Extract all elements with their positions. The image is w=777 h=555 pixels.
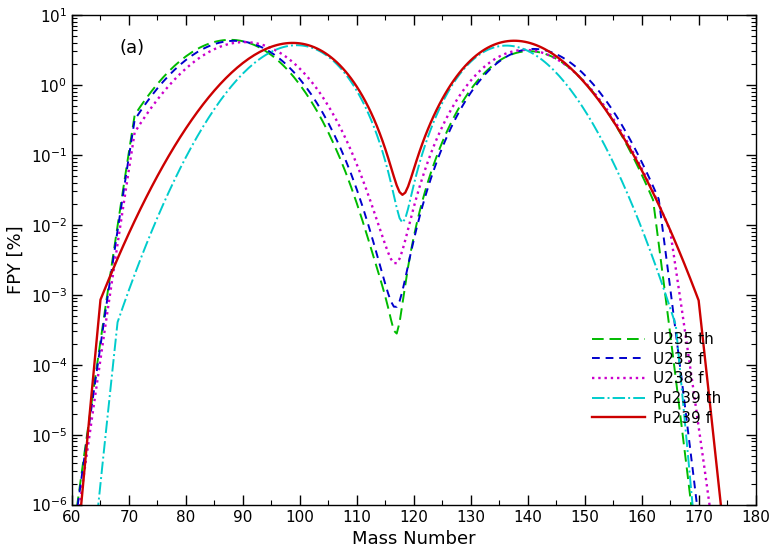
Pu239 f	[312, 45, 322, 52]
U235 f	[90, 381, 99, 388]
U238 f	[458, 88, 467, 95]
Y-axis label: FPY [%]: FPY [%]	[7, 225, 25, 294]
Pu239 f	[90, 356, 99, 363]
U235 f	[427, 175, 436, 182]
Pu239 th	[458, 68, 467, 74]
X-axis label: Mass Number: Mass Number	[352, 530, 476, 548]
U235 f	[230, 38, 239, 44]
Pu239 f	[432, 107, 441, 113]
U235 th	[427, 169, 436, 176]
U235 th	[435, 146, 444, 153]
U238 f	[526, 47, 535, 53]
Line: U238 f: U238 f	[72, 42, 758, 555]
Line: U235 th: U235 th	[72, 40, 758, 555]
U238 f	[427, 150, 436, 157]
Pu239 f	[455, 69, 464, 76]
U238 f	[239, 39, 248, 46]
Pu239 th	[292, 42, 301, 48]
U235 th	[227, 37, 236, 43]
U235 f	[526, 46, 535, 52]
U235 f	[68, 543, 77, 549]
Pu239 th	[315, 48, 325, 54]
Legend: U235 th, U235 f, U238 f, Pu239 th, Pu239 f: U235 th, U235 f, U238 f, Pu239 th, Pu239…	[586, 326, 727, 432]
U238 f	[315, 89, 325, 96]
U238 f	[435, 129, 444, 136]
U235 th	[90, 377, 99, 384]
U235 th	[315, 113, 325, 119]
Line: U235 f: U235 f	[72, 41, 758, 555]
U235 th	[458, 99, 467, 105]
Pu239 f	[526, 40, 535, 47]
U235 f	[315, 104, 325, 111]
Pu239 f	[423, 125, 433, 132]
U235 f	[458, 103, 467, 110]
Pu239 th	[427, 125, 436, 132]
U238 f	[90, 395, 99, 402]
Pu239 th	[526, 49, 535, 56]
Pu239 th	[90, 535, 99, 542]
Pu239 th	[435, 105, 444, 112]
U235 th	[526, 48, 535, 54]
Line: Pu239 th: Pu239 th	[72, 45, 758, 555]
Line: Pu239 f: Pu239 f	[72, 41, 758, 555]
U235 th	[68, 539, 77, 546]
Text: (a): (a)	[120, 39, 145, 57]
U235 f	[435, 152, 444, 158]
Pu239 f	[509, 37, 518, 44]
